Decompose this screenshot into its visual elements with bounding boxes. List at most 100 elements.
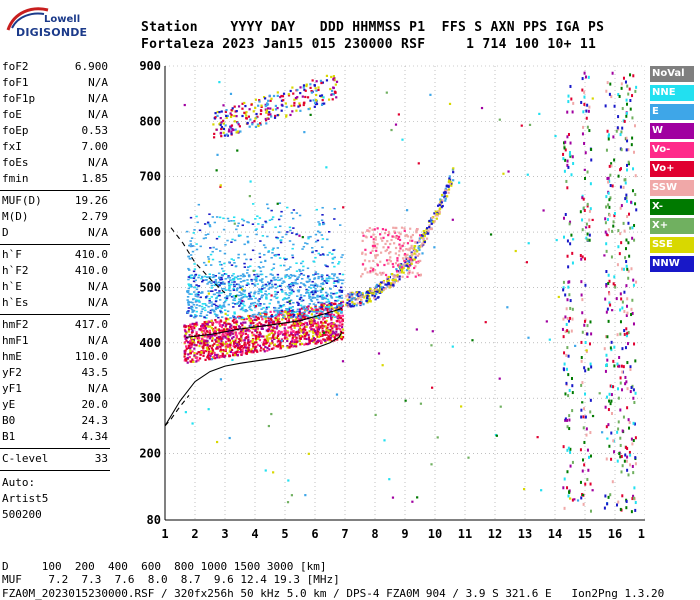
echo-mark bbox=[274, 290, 277, 293]
echo-mark bbox=[325, 326, 329, 329]
echo-mark bbox=[289, 288, 293, 291]
echo-mark bbox=[227, 303, 231, 306]
echo-mark bbox=[308, 330, 311, 333]
echo-mark bbox=[300, 330, 304, 333]
echo-mark bbox=[622, 415, 625, 419]
echo-mark bbox=[373, 228, 376, 231]
echo-mark bbox=[224, 243, 227, 246]
param-name: foEs bbox=[2, 156, 29, 169]
echo-mark bbox=[608, 198, 611, 202]
echo-mark bbox=[611, 229, 614, 233]
echo-mark bbox=[589, 207, 592, 211]
echo-mark bbox=[626, 304, 629, 308]
echo-mark bbox=[384, 228, 387, 231]
echo-mark bbox=[323, 297, 327, 300]
echo-mark bbox=[383, 263, 386, 267]
echo-mark bbox=[350, 295, 353, 298]
echo-mark bbox=[405, 257, 408, 260]
echo-mark bbox=[270, 287, 273, 289]
echo-mark bbox=[234, 317, 237, 319]
echo-mark bbox=[213, 342, 216, 345]
echo-mark bbox=[422, 242, 425, 245]
echo-mark bbox=[568, 388, 571, 392]
echo-mark bbox=[236, 348, 240, 351]
echo-mark bbox=[222, 104, 225, 107]
echo-mark bbox=[413, 249, 416, 253]
echo-mark bbox=[240, 345, 244, 348]
echo-mark bbox=[271, 248, 274, 251]
echo-mark bbox=[607, 191, 610, 195]
echo-mark bbox=[288, 292, 291, 294]
echo-mark bbox=[239, 286, 242, 289]
echo-mark bbox=[416, 496, 419, 499]
echo-mark bbox=[360, 299, 363, 302]
echo-mark bbox=[250, 315, 253, 317]
echo-mark bbox=[294, 316, 298, 318]
echo-mark bbox=[193, 347, 196, 350]
echo-mark bbox=[582, 415, 585, 419]
echo-mark bbox=[267, 251, 270, 253]
echo-mark bbox=[569, 464, 572, 468]
echo-mark bbox=[565, 353, 568, 357]
echo-mark bbox=[262, 348, 265, 351]
echo-mark bbox=[332, 330, 335, 333]
echo-mark bbox=[438, 207, 442, 210]
echo-mark bbox=[583, 168, 586, 171]
echo-mark bbox=[527, 242, 530, 245]
echo-mark bbox=[625, 327, 628, 331]
echo-mark bbox=[286, 331, 289, 334]
echo-mark bbox=[330, 295, 333, 298]
echo-mark bbox=[368, 297, 371, 300]
echo-mark bbox=[260, 109, 263, 112]
echo-mark bbox=[264, 97, 267, 100]
echo-mark bbox=[452, 179, 455, 182]
echo-mark bbox=[571, 251, 574, 255]
echo-mark bbox=[326, 298, 330, 301]
echo-mark bbox=[631, 311, 634, 315]
echo-mark bbox=[235, 336, 239, 339]
echo-mark bbox=[415, 261, 418, 264]
param-name: yF1 bbox=[2, 382, 22, 395]
echo-mark bbox=[313, 277, 317, 279]
echo-mark bbox=[605, 364, 608, 368]
echo-mark bbox=[634, 436, 637, 440]
echo-mark bbox=[580, 359, 583, 363]
echo-mark bbox=[399, 266, 402, 269]
echo-mark bbox=[243, 318, 246, 321]
echo-mark bbox=[219, 309, 222, 312]
echo-mark bbox=[372, 233, 375, 236]
echo-mark bbox=[333, 285, 336, 287]
echo-mark bbox=[269, 325, 272, 328]
echo-mark bbox=[623, 229, 626, 233]
echo-mark bbox=[189, 283, 193, 286]
echo-mark bbox=[190, 343, 193, 346]
y-tick-label: 200 bbox=[139, 447, 161, 461]
echo-mark bbox=[630, 200, 633, 204]
echo-mark bbox=[618, 94, 621, 98]
echo-mark bbox=[625, 260, 628, 264]
echo-mark bbox=[202, 279, 205, 282]
echo-mark bbox=[608, 444, 611, 448]
echo-mark bbox=[334, 91, 337, 94]
echo-mark bbox=[617, 93, 620, 97]
echo-mark bbox=[255, 233, 258, 236]
echo-mark bbox=[619, 168, 622, 172]
echo-mark bbox=[610, 393, 613, 397]
echo-mark bbox=[229, 325, 232, 329]
echo-mark bbox=[289, 276, 292, 279]
echo-mark bbox=[324, 264, 327, 266]
echo-mark bbox=[374, 238, 377, 241]
echo-mark bbox=[355, 304, 358, 307]
echo-mark bbox=[613, 214, 616, 218]
echo-mark bbox=[201, 324, 204, 327]
echo-mark bbox=[206, 348, 209, 351]
echo-mark bbox=[555, 238, 558, 242]
echo-mark bbox=[336, 338, 339, 341]
echo-mark bbox=[377, 290, 380, 293]
echo-mark bbox=[236, 287, 239, 290]
echo-mark bbox=[583, 366, 586, 370]
echo-mark bbox=[286, 285, 290, 288]
echo-mark bbox=[635, 280, 638, 284]
echo-mark bbox=[325, 265, 328, 267]
echo-mark bbox=[301, 236, 304, 239]
